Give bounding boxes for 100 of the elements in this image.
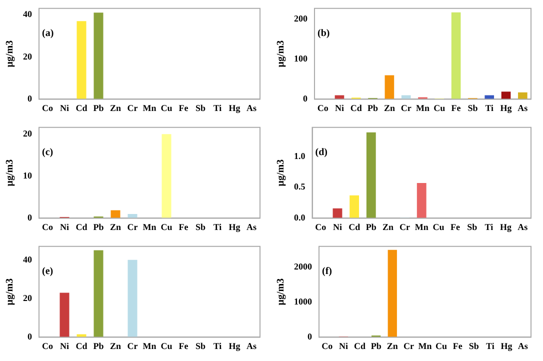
x-tick-label: Mn [142,222,156,232]
annotation: (f) [322,266,332,277]
x-tick-label: Hg [500,102,512,113]
x-tick-label: Zn [110,102,122,113]
x-tick-label: Cr [400,102,412,113]
x-tick-label: Sb [195,102,206,113]
x-tick-label: Cu [434,102,446,113]
y-axis-title: μg/m3 [4,278,16,306]
x-tick-label: Pb [93,340,104,351]
x-tick-label: Cd [354,340,366,351]
x-tick-label: Zn [110,222,122,232]
x-tick-label: Cu [160,340,172,351]
y-tick-label: 0 [303,94,308,104]
x-tick-label: Ni [338,340,348,351]
x-tick-label: Pb [370,340,382,351]
y-tick-label: 0 [308,332,312,342]
x-tick-label: As [246,102,257,113]
x-tick-label: Hg [500,222,512,232]
x-tick-label: Fe [178,102,188,113]
x-tick-label: Hg [228,340,241,351]
x-tick-label: Co [42,102,54,113]
x-tick-label: Pb [368,102,378,113]
x-tick-label: Cd [348,222,360,232]
x-tick-label: Cd [350,102,362,113]
y-tick-label: 1000 [294,296,312,307]
x-tick-label: Sb [468,340,479,351]
x-tick-label: Cr [403,340,414,351]
x-tick-label: Cu [432,222,444,232]
annotation: (d) [315,146,328,158]
x-tick-label: Co [42,340,54,351]
x-tick-label: Fe [451,102,461,113]
y-tick-label: 20 [23,292,32,303]
x-tick-label: Cu [160,102,172,113]
x-tick-label: Cu [160,222,172,232]
x-tick-label: Fe [452,340,462,351]
y-axis-title: μg/m3 [276,278,287,306]
x-tick-label: Pb [93,222,104,232]
x-tick-label: Cr [127,222,138,232]
x-tick-label: Mn [418,340,432,351]
x-tick-label: As [246,340,257,351]
x-tick-label: Fe [178,222,188,232]
x-tick-label: Ti [484,222,494,232]
x-tick-label: Ni [60,102,70,113]
x-tick-label: Hg [228,222,241,232]
x-tick-label: Cr [400,222,410,232]
y-tick-label: 10 [23,170,32,180]
y-tick-label: 0.5 [294,182,306,192]
y-tick-label: 0 [28,212,32,223]
x-tick-label: Cd [76,222,88,232]
x-tick-label: Mn [414,222,428,232]
x-tick-label: Sb [468,102,478,113]
x-tick-label: Fe [178,340,188,351]
y-tick-label: 20 [23,51,32,62]
y-tick-label: 0 [28,94,32,104]
x-tick-label: Ti [485,102,494,113]
x-tick-label: Cd [76,102,88,113]
x-tick-label: Zn [382,222,394,232]
x-tick-label: Hg [500,340,513,351]
x-tick-label: Zn [110,340,122,351]
x-tick-label: Sb [195,340,206,351]
y-tick-label: 20 [23,128,32,138]
x-tick-label: As [518,340,528,351]
x-tick-label: Ti [213,102,222,113]
x-tick-label: Ti [486,340,495,351]
x-tick-label: Ni [334,102,344,113]
y-tick-label: 100 [294,54,308,64]
x-tick-label: Co [42,222,54,232]
y-axis-title: μg/m3 [276,40,287,68]
x-tick-label: Co [315,222,327,232]
annotation: (c) [42,146,54,158]
annotation: (a) [42,28,54,39]
x-tick-label: Fe [450,222,460,232]
x-tick-label: Co [322,340,334,351]
x-tick-label: Zn [384,102,395,113]
x-tick-label: Mn [416,102,430,113]
x-tick-label: Mn [142,102,156,113]
x-tick-label: Ti [213,340,222,351]
x-tick-label: Ti [213,222,222,232]
y-tick-label: 0 [28,332,32,342]
y-axis-title: μg/m3 [276,159,287,186]
annotation: (b) [318,28,330,39]
x-tick-label: Sb [467,222,478,232]
x-tick-label: Pb [366,222,376,232]
x-tick-label: Cr [127,340,138,351]
y-tick-label: 1.0 [294,150,306,161]
x-tick-label: Co [317,102,329,113]
annotation: (e) [42,266,54,277]
x-tick-label: Pb [93,102,104,113]
x-tick-label: Mn [142,340,156,351]
y-tick-label: 2000 [294,262,312,272]
y-tick-label: 200 [294,14,308,24]
x-tick-label: As [518,102,528,113]
x-tick-label: Sb [195,222,206,232]
y-tick-label: 0.0 [294,212,306,223]
x-tick-label: Cu [436,340,448,351]
x-tick-label: As [246,222,257,232]
y-tick-label: 40 [23,254,32,264]
x-tick-label: As [518,222,528,232]
x-tick-label: Ni [60,222,70,232]
x-tick-label: Ni [332,222,342,232]
